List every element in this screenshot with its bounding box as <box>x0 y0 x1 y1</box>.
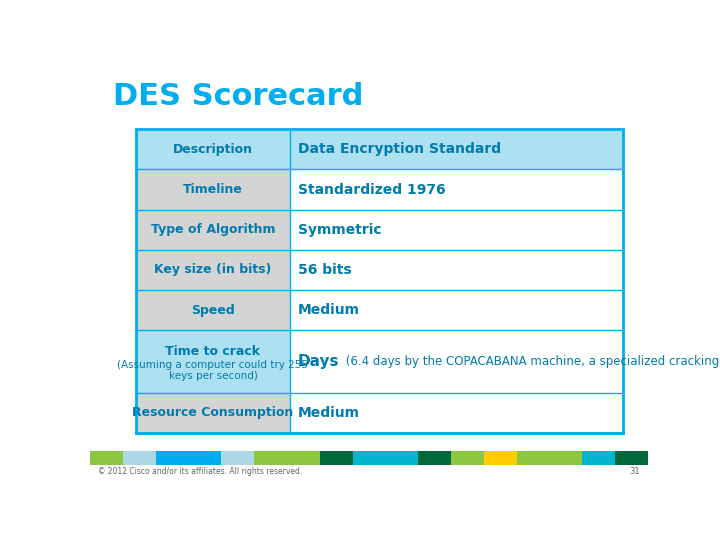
Text: Timeline: Timeline <box>183 183 243 196</box>
Bar <box>320 451 353 465</box>
Bar <box>189 451 221 465</box>
Bar <box>287 451 320 465</box>
Text: Standardized 1976: Standardized 1976 <box>298 183 446 197</box>
Bar <box>136 170 289 210</box>
Bar <box>549 451 582 465</box>
Text: Description: Description <box>173 143 253 156</box>
Bar <box>289 129 623 170</box>
Text: Speed: Speed <box>191 303 235 316</box>
Bar <box>136 330 289 393</box>
Bar <box>136 290 289 330</box>
Bar <box>615 451 648 465</box>
Text: 31: 31 <box>629 467 639 476</box>
Text: Data Encryption Standard: Data Encryption Standard <box>298 143 501 157</box>
Bar <box>136 250 289 290</box>
Text: Resource Consumption: Resource Consumption <box>132 406 294 419</box>
Bar <box>385 451 418 465</box>
Text: (6.4 days by the COPACABANA machine, a specialized cracking device): (6.4 days by the COPACABANA machine, a s… <box>342 355 720 368</box>
Text: Type of Algorithm: Type of Algorithm <box>150 223 275 237</box>
Bar <box>582 451 615 465</box>
Bar <box>90 451 123 465</box>
Bar <box>123 451 156 465</box>
Bar <box>289 330 623 393</box>
Bar <box>289 393 623 433</box>
Text: Key size (in bits): Key size (in bits) <box>154 264 271 276</box>
Text: Symmetric: Symmetric <box>298 223 382 237</box>
Bar <box>136 210 289 250</box>
Bar <box>418 451 451 465</box>
Text: Medium: Medium <box>298 406 360 420</box>
Bar <box>289 250 623 290</box>
Bar <box>221 451 254 465</box>
Bar <box>136 393 289 433</box>
Bar <box>517 451 549 465</box>
Bar <box>484 451 517 465</box>
Bar <box>136 129 623 433</box>
Bar <box>451 451 484 465</box>
Bar <box>254 451 287 465</box>
Bar <box>289 210 623 250</box>
Text: Time to crack: Time to crack <box>166 345 261 357</box>
Bar <box>353 451 385 465</box>
Bar <box>289 290 623 330</box>
Bar <box>156 451 189 465</box>
Bar <box>136 129 289 170</box>
Text: © 2012 Cisco and/or its affiliates. All rights reserved.: © 2012 Cisco and/or its affiliates. All … <box>99 467 302 476</box>
Bar <box>289 170 623 210</box>
Text: (Assuming a computer could try 255
keys per second): (Assuming a computer could try 255 keys … <box>117 360 308 381</box>
Text: Days: Days <box>298 354 339 369</box>
Text: Medium: Medium <box>298 303 360 317</box>
Text: 56 bits: 56 bits <box>298 263 351 277</box>
Text: DES Scorecard: DES Scorecard <box>114 82 364 111</box>
